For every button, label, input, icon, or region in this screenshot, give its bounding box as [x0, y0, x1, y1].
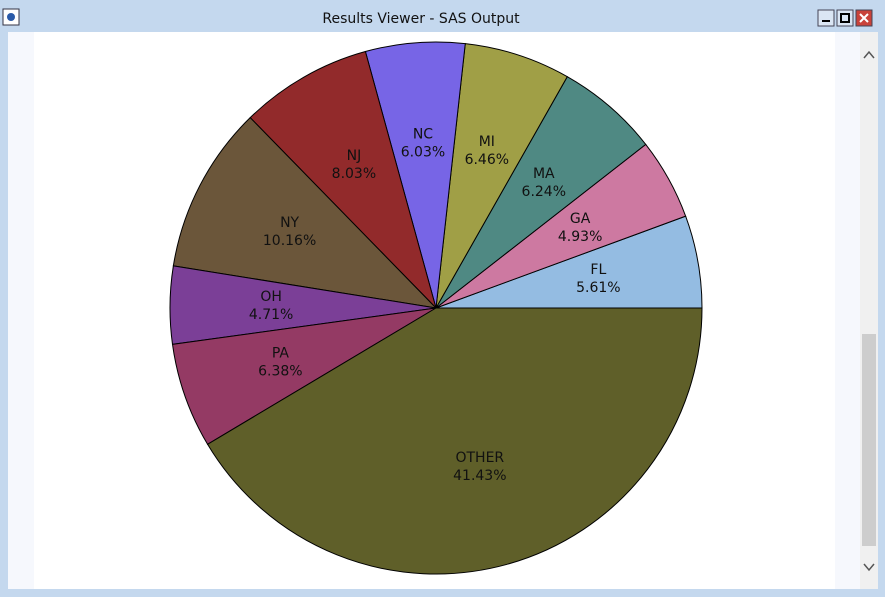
slice-value-label: 10.16%: [263, 233, 316, 249]
pie-chart: FL 5.61% GA 4.93% MA 6.24% MI 6.46% NC 6.03% NJ 8.0…: [169, 41, 703, 575]
slice-value-label: 4.71%: [249, 307, 293, 323]
slice-name: NJ: [347, 148, 362, 164]
slice-value-label: 8.03%: [332, 166, 376, 182]
slice-value-label: 6.03%: [401, 145, 445, 161]
left-margin: [8, 32, 34, 589]
pie-slice: [249, 50, 437, 309]
slice-name: OTHER: [455, 450, 504, 466]
slice-name: GA: [570, 211, 591, 227]
pie-slice: [206, 307, 703, 575]
maximize-button[interactable]: [836, 9, 854, 27]
minimize-button[interactable]: [817, 9, 835, 27]
slice-value-label: 41.43%: [453, 468, 506, 484]
slice-name: FL: [590, 262, 606, 278]
slice-name: NY: [280, 215, 299, 231]
scroll-up-arrow[interactable]: [863, 50, 875, 59]
window-icon-dot: [7, 13, 15, 21]
window-controls: [817, 9, 873, 27]
slice-name: MI: [479, 134, 495, 150]
window-title: Results Viewer - SAS Output: [322, 11, 520, 27]
slice-name: MA: [533, 166, 555, 182]
slice-value-label: 6.38%: [258, 364, 302, 380]
pie-slice: [172, 116, 438, 309]
scrollbar-thumb[interactable]: [862, 334, 876, 546]
slice-value-label: 6.24%: [522, 184, 566, 200]
slice-name: PA: [272, 346, 290, 362]
right-margin: [835, 32, 860, 589]
scroll-down-arrow[interactable]: [863, 563, 875, 572]
slice-name: OH: [260, 289, 282, 305]
minimize-icon: [822, 20, 830, 22]
slice-name: NC: [413, 127, 433, 143]
slice-value-label: 6.46%: [465, 152, 509, 168]
maximize-icon: [840, 13, 850, 23]
close-icon: [859, 13, 869, 23]
slice-value-label: 5.61%: [576, 280, 620, 296]
slice-value-label: 4.93%: [558, 229, 602, 245]
